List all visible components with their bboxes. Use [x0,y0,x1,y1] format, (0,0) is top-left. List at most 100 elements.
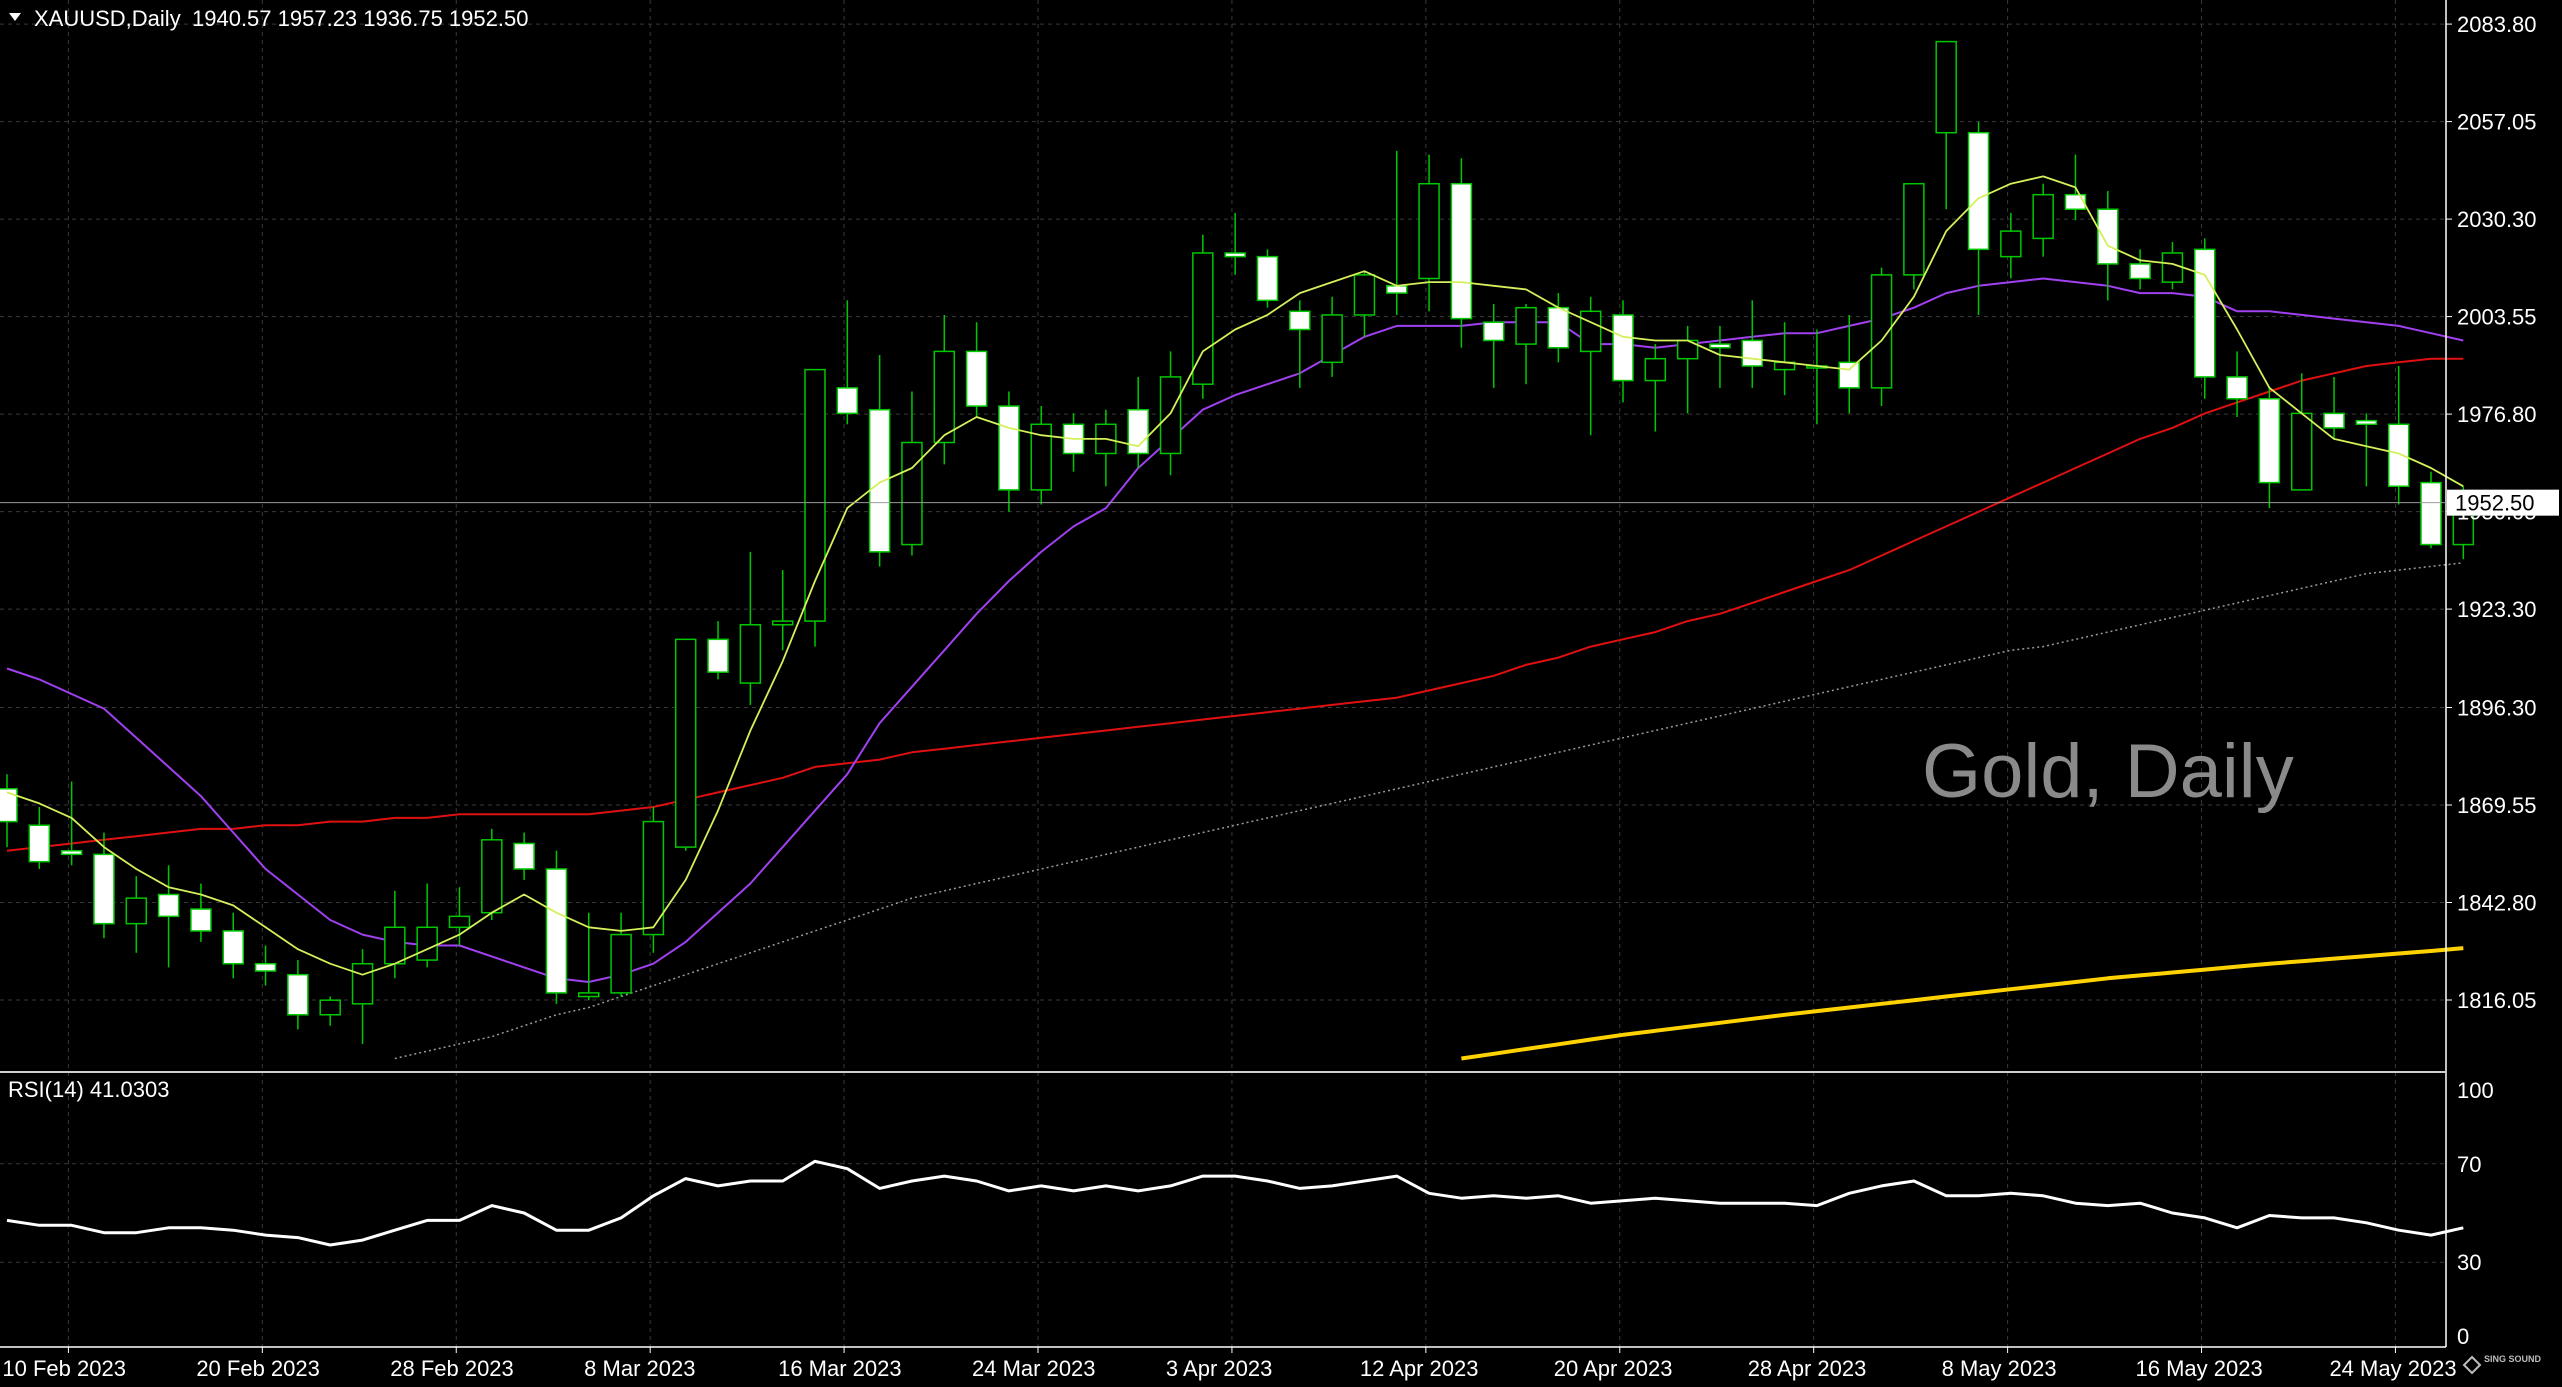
candle-body-bull [901,441,923,546]
y-tick-label: 1896.30 [2457,696,2537,721]
candle-body-bear [2194,248,2216,378]
candle-body-bear [287,973,309,1016]
candle-body-bull [1321,314,1343,364]
x-tick-label: 16 May 2023 [2136,1356,2263,1381]
candle-body-bull [578,992,600,998]
candle-body-bull [1870,274,1893,389]
candle [868,355,891,567]
candle [254,945,277,986]
candle [2161,242,2184,290]
candle [1935,40,1957,210]
watermark: Gold, Daily [1922,729,2294,814]
candle-body-bull [416,926,438,961]
ma-slow-line [6,357,2464,852]
ma-long-line [1461,946,2464,1061]
candle-body-bear [1709,343,1731,349]
candle [2226,351,2248,418]
candle-body-bear [1289,310,1311,331]
candle-body-bear [1967,131,1990,251]
candle [60,781,83,866]
current-price-label: 1952.50 [2455,491,2535,516]
candle [1482,304,1505,388]
candle-body-bear [1127,408,1149,455]
candle [448,887,471,946]
candle [513,832,535,880]
candle-body-bear [707,638,729,673]
candle-body-bull [319,999,341,1016]
candle [901,391,923,556]
x-tick-label: 20 Feb 2023 [196,1356,320,1381]
candle-body-bull [771,620,794,626]
candle-body-bull [1030,423,1052,491]
candle [1612,300,1634,403]
candle-body-bear [1547,306,1570,349]
candle [707,621,729,680]
x-tick-label: 10 Feb 2023 [2,1356,126,1381]
ma-fast-line [6,175,2464,976]
candle-body-bear [1224,252,1246,258]
rsi-tick-label: 100 [2457,1078,2494,1103]
candle-body-bull [2000,230,2022,258]
y-tick-label: 1869.55 [2457,793,2537,818]
candle-body-bear [0,788,18,823]
candle [319,996,341,1026]
candle-body-bear [2420,481,2442,546]
x-tick-label: 24 May 2023 [2329,1356,2456,1381]
candles-layer[interactable] [0,40,2475,1044]
candle [2000,212,2022,279]
candle-body-bull [610,933,632,994]
candle [2387,365,2410,505]
candle-body-bear [222,930,244,965]
candle [157,865,180,968]
candle [1224,212,1246,275]
x-tick-label: 28 Feb 2023 [390,1356,514,1381]
candle-body-bull [1935,40,1957,134]
rsi-layer [6,1159,2464,1247]
candle-body-bear [2129,263,2151,280]
candle [0,774,18,848]
candle-body-bear [513,842,535,870]
candle-body-bear [1741,339,1764,367]
candle-body-bear [1612,314,1634,382]
candle-body-bear [1256,255,1279,302]
ma-fast-layer [6,175,2464,976]
candle-body-bull [384,926,406,965]
candle-body-bull [448,915,471,929]
candle-body-bull [2161,252,2184,283]
candle-body-bull [642,820,665,936]
candle-body-bear [2064,193,2087,210]
candle-body-bull [351,962,374,1005]
x-tick-label: 3 Apr 2023 [1166,1356,1272,1381]
candle [2258,387,2281,509]
candle-body-bear [93,853,115,925]
candle [739,551,762,705]
candle-body-bull [933,350,956,444]
candle-body-bear [965,350,988,407]
x-tick-label: 16 Mar 2023 [778,1356,902,1381]
candle [1030,406,1052,505]
candle [2420,471,2442,549]
candle-body-bear [2097,208,2119,265]
x-tick-label: 8 Mar 2023 [584,1356,695,1381]
ma-long-layer [1461,946,2464,1061]
candle [933,314,956,465]
candle-body-bear [60,849,83,856]
ma-dotted-layer [394,562,2464,1060]
x-tick-label: 20 Apr 2023 [1554,1356,1673,1381]
x-tick-label: 24 Mar 2023 [972,1356,1096,1381]
chevron-down-icon[interactable] [9,13,21,21]
y-tick-label: 2003.55 [2457,305,2537,330]
candle [384,890,406,979]
candle-body-bear [836,387,859,415]
candle [287,960,309,1030]
candle-body-bear [190,908,212,932]
candle-body-bull [481,839,503,914]
candle [1870,267,1893,407]
rsi-line [6,1159,2464,1247]
rsi-tick-label: 0 [2457,1324,2469,1349]
candle [1192,234,1214,399]
candle-body-bear [2323,412,2345,429]
candle-body-bear [998,405,1020,491]
candle-body-bear [1838,361,1860,389]
